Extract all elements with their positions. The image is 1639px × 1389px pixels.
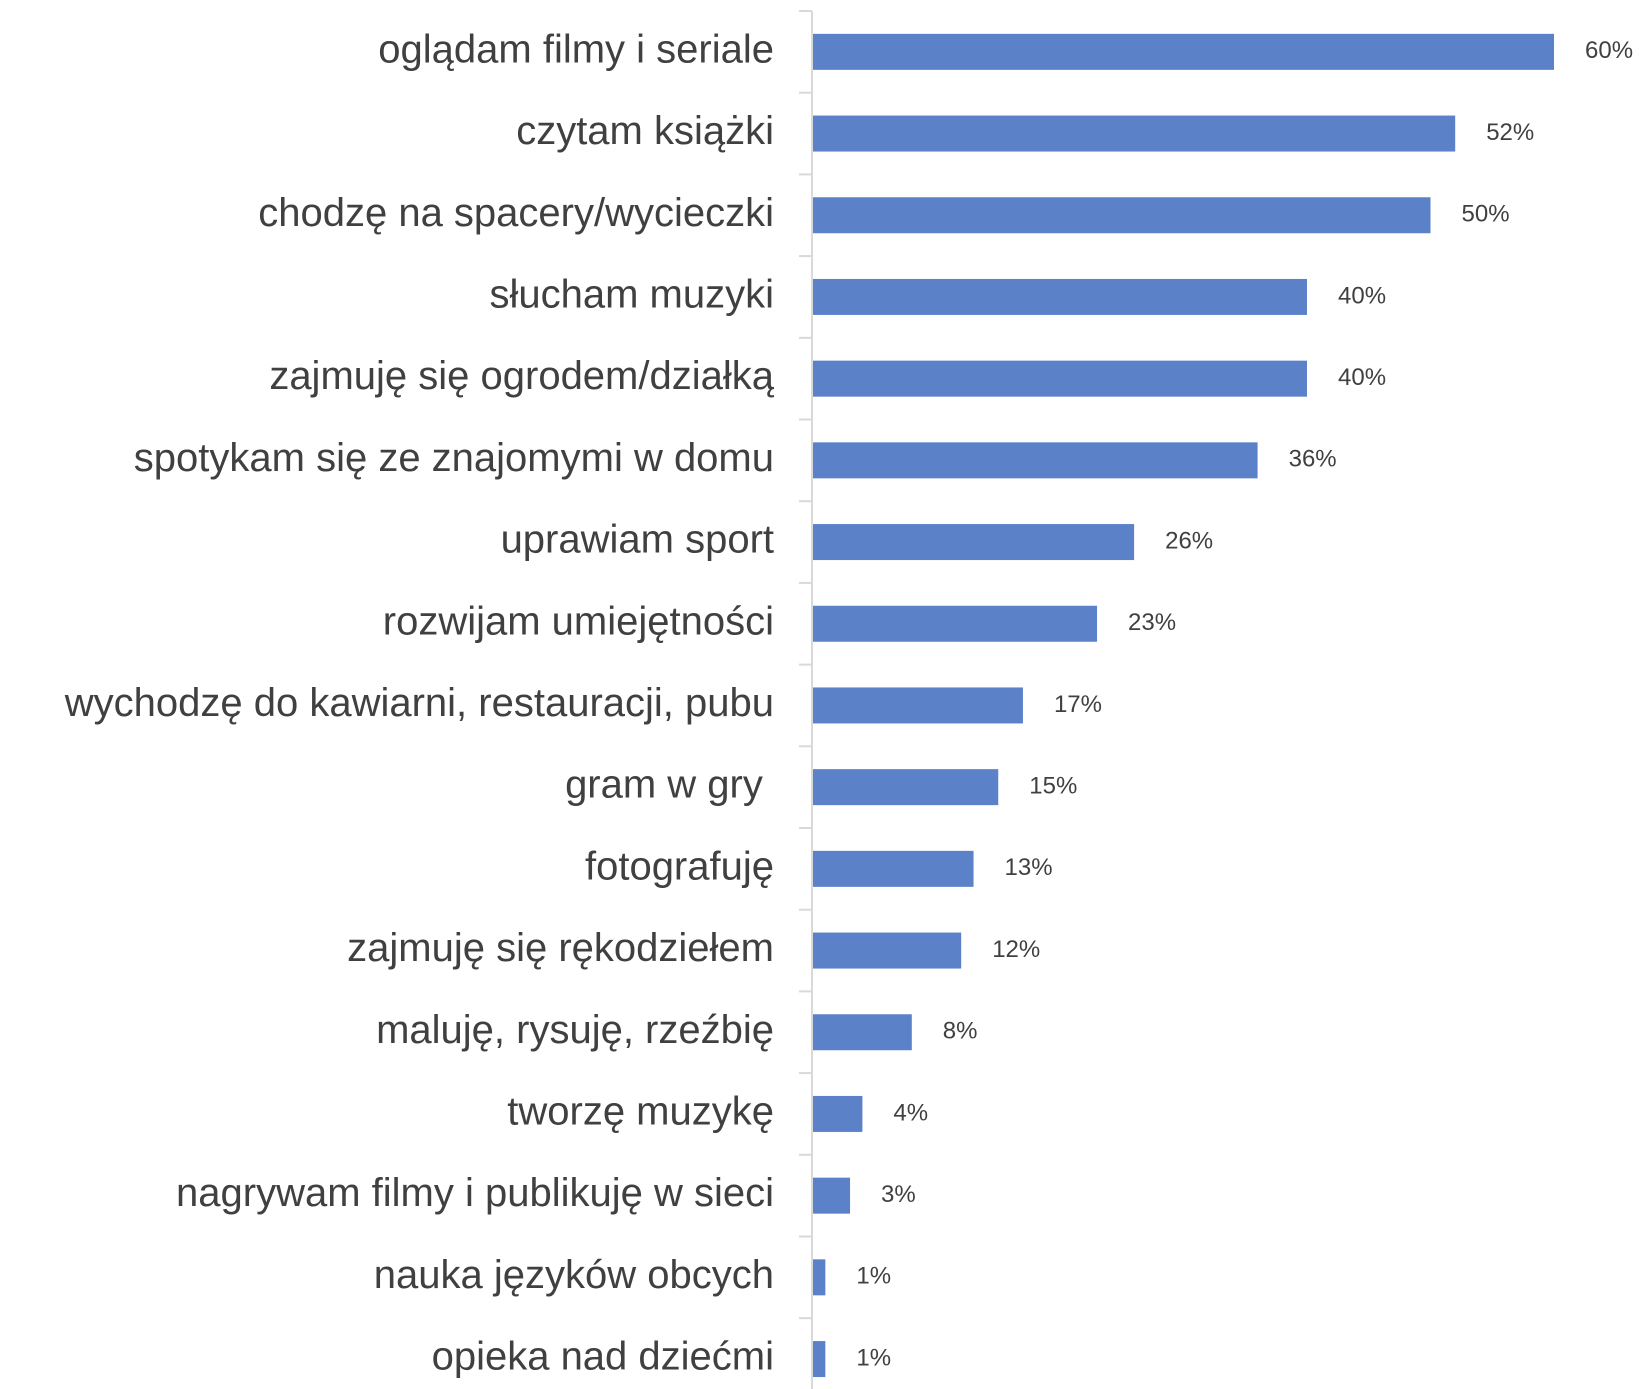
value-label: 50% — [1462, 201, 1510, 228]
value-label: 26% — [1165, 527, 1213, 554]
bar — [813, 1341, 826, 1378]
bar — [813, 33, 1554, 70]
category-label: fotografuję — [585, 844, 774, 888]
category-label: zajmuję się rękodziełem — [347, 926, 774, 970]
category-label: nagrywam filmy i publikuję w sieci — [176, 1171, 774, 1215]
category-label: wychodzę do kawiarni, restauracji, pubu — [64, 681, 774, 725]
value-label: 60% — [1585, 37, 1633, 64]
category-label: gram w gry — [565, 763, 774, 807]
bar — [813, 442, 1258, 479]
value-label: 40% — [1338, 282, 1386, 309]
category-label: rozwijam umiejętności — [383, 599, 774, 643]
category-label: uprawiam sport — [501, 518, 774, 562]
bar — [813, 1014, 912, 1051]
category-label: słucham muzyki — [489, 273, 774, 317]
bar — [813, 1095, 863, 1132]
value-label: 12% — [992, 936, 1040, 963]
value-label: 15% — [1029, 772, 1077, 799]
bar — [813, 850, 974, 887]
category-label: chodzę na spacery/wycieczki — [258, 191, 774, 235]
value-label: 40% — [1338, 364, 1386, 391]
bar — [813, 1259, 826, 1296]
value-label: 1% — [856, 1344, 891, 1371]
value-label: 13% — [1005, 854, 1053, 881]
bar — [813, 278, 1307, 315]
category-label: maluję, rysuję, rzeźbię — [376, 1008, 774, 1052]
bar — [813, 197, 1431, 234]
category-label: czytam książki — [516, 109, 774, 153]
category-label: tworzę muzykę — [507, 1090, 774, 1134]
bar — [813, 932, 962, 969]
bar — [813, 605, 1098, 642]
category-label: nauka języków obcych — [374, 1253, 774, 1297]
value-label: 17% — [1054, 691, 1102, 718]
category-label: spotykam się ze znajomymi w domu — [134, 436, 774, 480]
bar — [813, 115, 1456, 152]
value-label: 52% — [1486, 119, 1534, 146]
category-label: zajmuję się ogrodem/działką — [269, 354, 774, 398]
value-label: 36% — [1289, 446, 1337, 473]
category-label: oglądam filmy i seriale — [378, 27, 774, 71]
bar — [813, 360, 1307, 397]
bar — [813, 687, 1023, 724]
bar — [813, 524, 1135, 561]
value-label: 1% — [856, 1263, 891, 1290]
bar — [813, 1177, 851, 1214]
value-label: 3% — [881, 1181, 916, 1208]
value-label: 23% — [1128, 609, 1176, 636]
value-label: 4% — [893, 1099, 928, 1126]
bar — [813, 769, 999, 806]
category-label: opieka nad dziećmi — [432, 1335, 774, 1379]
value-label: 8% — [943, 1018, 978, 1045]
